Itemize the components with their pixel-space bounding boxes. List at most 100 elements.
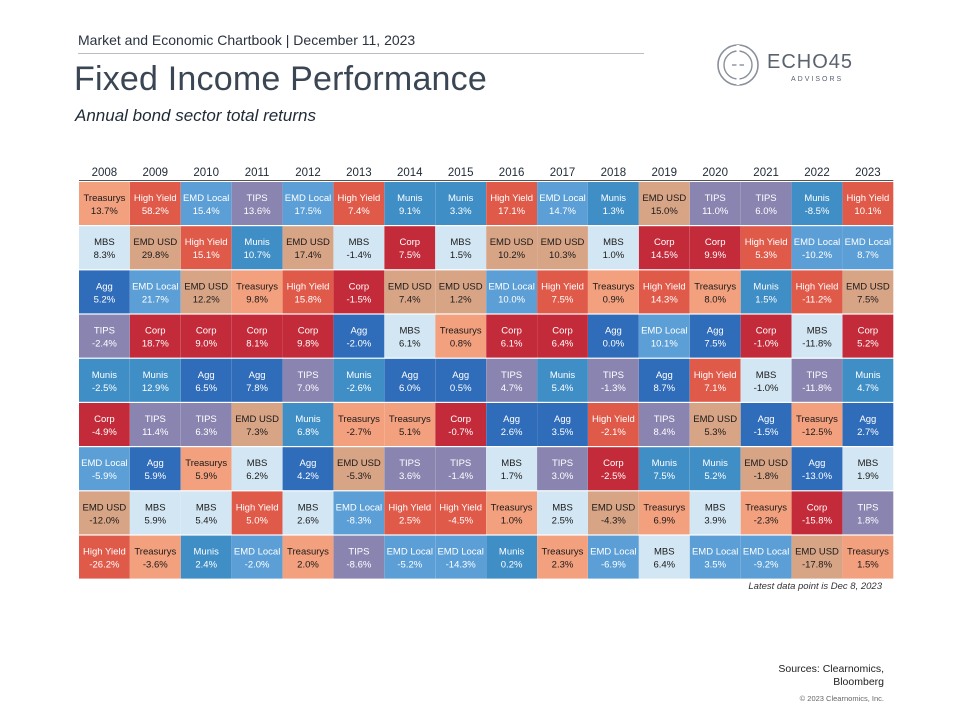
sector-cell: Agg -13.0%: [791, 447, 843, 491]
sector-cell: EMD Local 15.4%: [180, 182, 232, 225]
sector-cell-box: [537, 226, 588, 270]
sector-cell: Treasurys 1.0%: [486, 491, 537, 535]
sector-cell: Agg 2.6%: [486, 403, 537, 446]
sector-cell-box: [842, 226, 894, 270]
sector-cell: Munis -2.5%: [79, 358, 130, 402]
sector-return: 3.5%: [552, 427, 574, 438]
sector-return: -1.4%: [346, 250, 371, 261]
sector-name: MBS: [247, 458, 268, 469]
sector-return: 6.4%: [653, 560, 675, 571]
sector-cell: Munis -2.6%: [333, 358, 385, 402]
year-label: 2015: [448, 167, 474, 179]
sector-cell: EMD USD 10.3%: [537, 226, 588, 270]
sector-name: EMD Local: [81, 458, 127, 469]
sector-return: -1.0%: [754, 339, 779, 350]
sector-name: Munis: [346, 370, 372, 381]
sector-name: Treasurys: [134, 547, 176, 558]
sector-cell: High Yield 5.0%: [231, 491, 283, 535]
sector-name: TIPS: [348, 547, 369, 558]
sector-cell-box: [740, 314, 792, 358]
sector-return: -1.5%: [346, 294, 371, 305]
sector-cell: Munis 5.2%: [689, 447, 741, 491]
sector-cell-box: [231, 226, 283, 270]
sector-name: MBS: [552, 502, 573, 513]
sector-name: Agg: [707, 326, 724, 337]
sector-return: 1.5%: [450, 250, 472, 261]
sector-return: 5.0%: [246, 515, 268, 526]
sector-cell: TIPS -1.3%: [588, 358, 639, 402]
sector-cell: Corp -2.5%: [588, 447, 639, 491]
sector-cell-box: [740, 447, 792, 491]
sector-cell: Treasurys -12.5%: [791, 403, 843, 446]
sector-return: -4.9%: [92, 427, 117, 438]
sector-return: -2.0%: [245, 560, 270, 571]
sector-return: 8.7%: [857, 250, 879, 261]
sector-return: 10.7%: [244, 250, 271, 261]
sector-name: EMD Local: [183, 193, 229, 204]
sector-name: TIPS: [196, 414, 217, 425]
sector-return: 8.0%: [704, 294, 726, 305]
sector-cell-box: [638, 226, 690, 270]
sector-return: 2.0%: [297, 560, 319, 571]
sector-return: 10.1%: [854, 206, 881, 217]
sector-name: High Yield: [847, 193, 890, 204]
sector-cell-box: [842, 403, 894, 446]
sector-return: 2.6%: [297, 515, 319, 526]
page-title: Fixed Income Performance: [74, 60, 487, 98]
sector-cell-box: [740, 535, 792, 579]
sector-return: 7.4%: [348, 206, 370, 217]
sector-return: -13.0%: [802, 471, 833, 482]
sector-cell: EMD USD 7.4%: [384, 270, 436, 314]
sector-name: High Yield: [185, 237, 228, 248]
sector-cell: TIPS 3.0%: [537, 447, 588, 491]
sector-return: 1.3%: [603, 206, 625, 217]
year-label: 2010: [193, 167, 219, 179]
sector-cell: Agg 8.7%: [638, 358, 690, 402]
sector-return: -11.2%: [802, 294, 832, 305]
sector-cell-box: [180, 226, 232, 270]
sector-cell-box: [384, 535, 436, 579]
copyright: © 2023 Clearnomics, Inc.: [799, 694, 884, 703]
sector-name: TIPS: [806, 370, 827, 381]
sector-cell-box: [435, 491, 487, 535]
sector-cell-box: [79, 447, 130, 491]
sector-cell: EMD Local -9.2%: [740, 535, 792, 579]
sector-name: Munis: [143, 370, 169, 381]
sector-name: High Yield: [796, 281, 839, 292]
sector-cell: TIPS 13.6%: [231, 182, 283, 225]
sector-return: -5.9%: [92, 471, 117, 482]
year-label: 2021: [753, 167, 779, 179]
sector-return: 5.9%: [144, 471, 166, 482]
sector-return: 10.3%: [549, 250, 576, 261]
sector-name: Agg: [503, 414, 520, 425]
sector-cell-box: [486, 403, 537, 446]
sector-cell: Munis 2.4%: [180, 535, 232, 579]
sector-cell: MBS 5.9%: [129, 491, 181, 535]
sector-cell-box: [333, 491, 385, 535]
sector-cell: Agg 0.0%: [588, 314, 639, 358]
sector-name: EMD USD: [744, 458, 788, 469]
sector-return: 6.0%: [755, 206, 777, 217]
sector-return: 8.3%: [94, 250, 116, 261]
sector-name: EMD USD: [235, 414, 279, 425]
echo-circle-icon: [717, 44, 759, 86]
sector-name: Treasurys: [745, 502, 787, 513]
sector-return: 6.4%: [552, 339, 574, 350]
sector-return: -8.5%: [805, 206, 830, 217]
logo-tagline: ADVISORS: [791, 76, 844, 83]
sector-cell: Corp 9.0%: [180, 314, 232, 358]
sector-name: High Yield: [643, 281, 686, 292]
sector-cell: High Yield 14.3%: [638, 270, 690, 314]
sector-cell-box: [842, 182, 894, 225]
sector-return: 5.2%: [857, 339, 879, 350]
sector-name: TIPS: [756, 193, 777, 204]
sector-cell: MBS 3.9%: [689, 491, 741, 535]
sector-cell: High Yield -4.5%: [435, 491, 487, 535]
sector-cell: TIPS 6.0%: [740, 182, 792, 225]
sector-cell-box: [180, 182, 232, 225]
sector-name: Treasurys: [440, 326, 482, 337]
sector-cell: Corp 6.4%: [537, 314, 588, 358]
sector-cell-box: [231, 270, 283, 314]
sector-return: -0.7%: [448, 427, 473, 438]
